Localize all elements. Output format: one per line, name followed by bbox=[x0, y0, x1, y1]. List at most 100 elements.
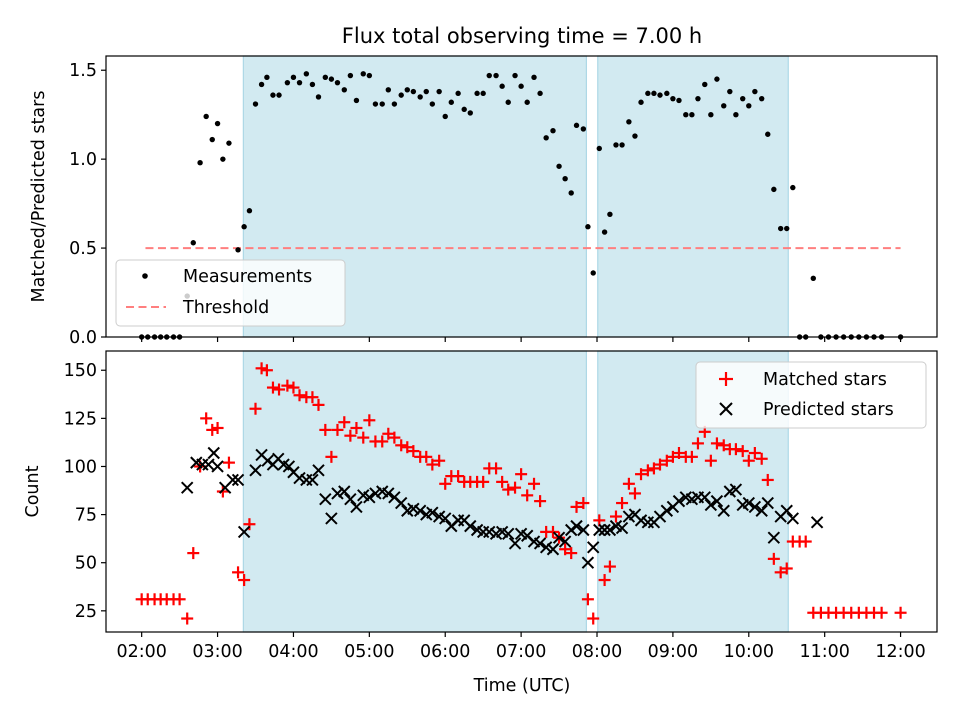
matched-star-point bbox=[660, 454, 673, 467]
legend-label-threshold: Threshold bbox=[182, 298, 269, 318]
legend-marker-measurements bbox=[142, 273, 148, 279]
measurement-point bbox=[246, 208, 253, 214]
predicted-star-point bbox=[261, 454, 274, 467]
measurement-point bbox=[543, 135, 549, 141]
matched-star-point bbox=[249, 402, 262, 415]
measurement-point bbox=[290, 74, 297, 81]
predicted-star-point bbox=[338, 485, 351, 498]
predicted-star-point bbox=[729, 483, 743, 496]
predicted-star-point bbox=[717, 504, 730, 517]
ratio-legend-box bbox=[115, 259, 346, 327]
measurement-point bbox=[619, 142, 625, 148]
predicted-star-point bbox=[369, 487, 382, 500]
count-y-tick-label: 25 bbox=[75, 602, 97, 622]
predicted-star-point bbox=[786, 512, 800, 525]
measurement-point bbox=[486, 72, 492, 79]
measurement-point bbox=[524, 99, 530, 105]
matched-star-point bbox=[222, 456, 235, 469]
predicted-star-point bbox=[660, 504, 674, 517]
predicted-star-point bbox=[780, 504, 793, 517]
measurement-point bbox=[708, 111, 714, 118]
measurement-point bbox=[209, 136, 215, 143]
matched-star-point bbox=[666, 450, 679, 463]
matched-star-point bbox=[344, 429, 357, 442]
measurement-point bbox=[379, 101, 385, 107]
predicted-star-point bbox=[565, 523, 578, 537]
measurement-point bbox=[670, 95, 676, 102]
measurement-point bbox=[417, 94, 423, 100]
measurement-point bbox=[771, 186, 777, 193]
x-tick-label: 04:00 bbox=[268, 642, 318, 662]
measurement-point bbox=[562, 176, 568, 182]
measurement-point bbox=[657, 92, 663, 98]
measurement-point bbox=[651, 90, 657, 97]
legend-marker-predicted bbox=[719, 402, 733, 416]
predicted-star-point bbox=[755, 504, 768, 517]
x-tick-label: 05:00 bbox=[344, 642, 394, 662]
predicted-star-point bbox=[293, 471, 306, 485]
measurement-point bbox=[531, 74, 537, 81]
measurement-point bbox=[436, 88, 442, 95]
predicted-star-point bbox=[407, 502, 420, 516]
matched-star-point bbox=[395, 439, 408, 452]
x-tick-label: 12:00 bbox=[875, 642, 925, 662]
matched-star-point bbox=[736, 445, 749, 458]
ratio-panel-frame bbox=[105, 55, 938, 338]
measurement-point bbox=[493, 72, 499, 79]
predicted-star-point bbox=[810, 516, 824, 529]
predicted-star-point bbox=[748, 500, 762, 514]
predicted-star-points bbox=[180, 446, 824, 569]
predicted-star-point bbox=[249, 464, 262, 477]
matched-star-point bbox=[319, 423, 332, 436]
matched-star-point bbox=[577, 497, 590, 510]
measurement-point bbox=[573, 122, 580, 129]
measurement-point bbox=[695, 95, 701, 102]
measurement-point bbox=[580, 126, 587, 132]
predicted-star-point bbox=[344, 492, 357, 506]
measurement-point bbox=[309, 81, 316, 88]
measurement-point bbox=[334, 79, 341, 86]
measurement-point bbox=[226, 140, 232, 146]
matched-star-point bbox=[363, 414, 376, 427]
measurement-point bbox=[410, 88, 417, 95]
predicted-star-point bbox=[331, 487, 344, 500]
measurement-point bbox=[252, 101, 259, 107]
x-tick-label: 06:00 bbox=[420, 642, 470, 662]
count-panel: 25 50 75 100 125 150 02:00 03:00 04:00 05:00 06:0… bbox=[23, 350, 938, 696]
measurement-point bbox=[315, 94, 322, 100]
predicted-star-point bbox=[502, 527, 515, 541]
measurement-point bbox=[442, 113, 448, 120]
matched-star-point bbox=[894, 606, 907, 619]
matched-star-point bbox=[565, 547, 578, 560]
x-tick-label: 08:00 bbox=[572, 642, 622, 662]
measurement-point bbox=[197, 160, 203, 166]
matched-star-point bbox=[496, 475, 509, 488]
measurement-point bbox=[296, 79, 303, 86]
measurement-point bbox=[746, 103, 752, 109]
matched-star-point bbox=[439, 477, 452, 490]
predicted-star-point bbox=[598, 523, 611, 537]
x-axis-label: Time (UTC) bbox=[473, 676, 571, 696]
measurement-point bbox=[499, 83, 505, 89]
predicted-star-point bbox=[226, 473, 239, 487]
x-tick-label: 09:00 bbox=[648, 642, 698, 662]
measurement-point bbox=[645, 90, 651, 97]
predicted-star-point bbox=[363, 491, 376, 504]
matched-star-point bbox=[774, 566, 787, 579]
matched-star-point bbox=[306, 391, 319, 404]
matched-star-point bbox=[206, 423, 219, 436]
matched-star-point bbox=[187, 547, 200, 560]
predicted-star-point bbox=[570, 519, 583, 533]
predicted-star-point bbox=[704, 498, 718, 512]
measurement-point bbox=[784, 225, 790, 232]
measurement-point bbox=[596, 145, 602, 152]
matched-star-point bbox=[376, 435, 389, 448]
matched-star-point bbox=[401, 441, 414, 454]
measurement-point bbox=[733, 111, 739, 118]
ratio-y-tick-label: 0.5 bbox=[69, 239, 97, 259]
predicted-star-point bbox=[207, 446, 220, 460]
legend-label-matched: Matched stars bbox=[763, 370, 887, 390]
predicted-star-point bbox=[546, 543, 560, 556]
predicted-star-point bbox=[710, 494, 724, 508]
measurement-point bbox=[448, 99, 455, 105]
